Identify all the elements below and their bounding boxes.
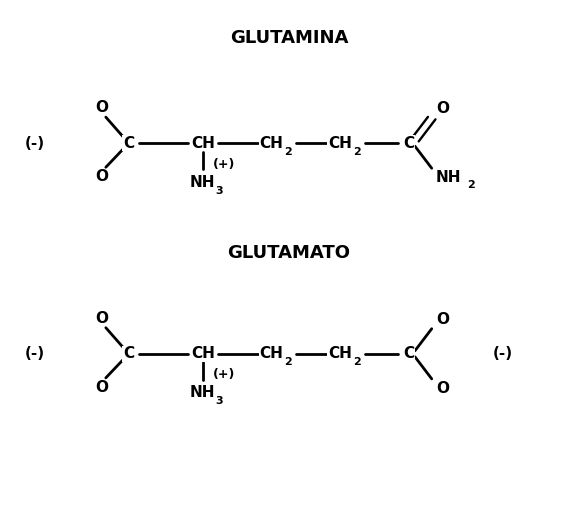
Text: 2: 2 <box>353 357 361 367</box>
Text: NH: NH <box>190 385 216 401</box>
Text: 2: 2 <box>468 180 475 190</box>
Text: NH: NH <box>436 170 461 185</box>
Text: O: O <box>95 380 109 395</box>
Text: 2: 2 <box>284 147 292 157</box>
Text: GLUTAMATO: GLUTAMATO <box>228 244 350 263</box>
Text: O: O <box>95 169 109 184</box>
Text: O: O <box>95 311 109 325</box>
Text: (-): (-) <box>492 346 513 361</box>
Text: CH: CH <box>191 136 214 151</box>
Text: CH: CH <box>191 346 214 361</box>
Text: C: C <box>123 346 134 361</box>
Text: (+): (+) <box>213 369 235 381</box>
Text: (-): (-) <box>25 136 45 151</box>
Text: 3: 3 <box>216 396 223 407</box>
Text: NH: NH <box>190 175 216 190</box>
Text: CH: CH <box>328 136 352 151</box>
Text: (-): (-) <box>25 346 45 361</box>
Text: 3: 3 <box>216 186 223 196</box>
Text: C: C <box>123 136 134 151</box>
Text: 2: 2 <box>353 147 361 157</box>
Text: CH: CH <box>260 346 283 361</box>
Text: CH: CH <box>260 136 283 151</box>
Text: CH: CH <box>328 346 352 361</box>
Text: (+): (+) <box>213 158 235 171</box>
Text: O: O <box>436 101 450 116</box>
Text: C: C <box>403 346 414 361</box>
Text: GLUTAMINA: GLUTAMINA <box>230 29 348 47</box>
Text: O: O <box>436 312 450 327</box>
Text: O: O <box>436 381 450 396</box>
Text: O: O <box>95 100 109 115</box>
Text: C: C <box>403 136 414 151</box>
Text: 2: 2 <box>284 357 292 367</box>
